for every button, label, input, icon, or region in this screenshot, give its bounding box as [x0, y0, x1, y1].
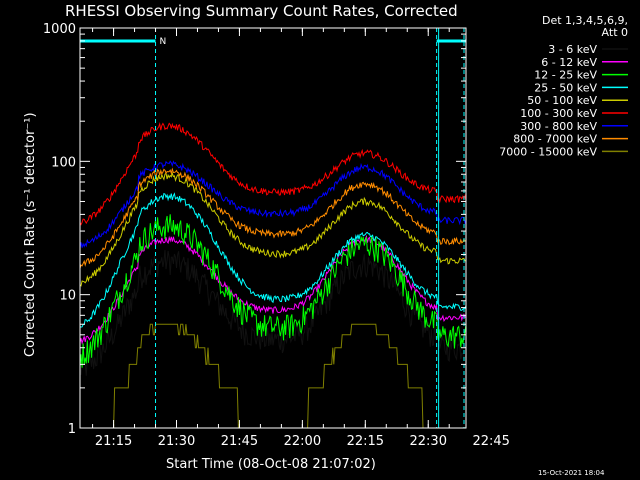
x-tick-label-5: 22:30	[410, 434, 447, 449]
flag-label: N	[160, 37, 167, 47]
x-tick-label-3: 22:00	[284, 434, 321, 449]
series-line-8	[80, 323, 466, 428]
series-line-5	[80, 122, 466, 226]
series-line-3	[80, 192, 466, 328]
legend-label-7: 800 - 7000 keV	[513, 133, 597, 146]
legend-header-2: Att 0	[602, 26, 628, 39]
x-tick-label-0: 21:15	[95, 434, 132, 449]
x-tick-label-4: 22:15	[347, 434, 384, 449]
legend-label-8: 7000 - 15000 keV	[499, 145, 597, 158]
legend-label-2: 12 - 25 keV	[534, 69, 597, 82]
y-axis-label: Corrected Count Rate (s⁻¹ detector⁻¹)	[23, 112, 38, 357]
series-line-1	[80, 234, 466, 345]
footer-timestamp: 15-Oct-2021 18:04	[538, 469, 605, 477]
series-group	[80, 122, 466, 428]
y-tick-label-3: 1000	[43, 22, 76, 37]
x-tick-label-6: 22:45	[472, 434, 509, 449]
x-tick-label-2: 21:45	[221, 434, 258, 449]
legend-label-4: 50 - 100 keV	[527, 94, 597, 107]
chart-title: RHESSI Observing Summary Count Rates, Co…	[65, 2, 458, 20]
y-tick-label-1: 10	[59, 289, 76, 304]
series-line-6	[80, 160, 466, 248]
legend-label-1: 6 - 12 keV	[541, 56, 597, 69]
series-line-0	[80, 250, 466, 376]
legend-label-0: 3 - 6 keV	[548, 43, 597, 56]
y-tick-label-0: 1	[68, 422, 76, 437]
series-line-4	[80, 171, 466, 287]
series-line-2	[80, 214, 466, 368]
legend-label-5: 100 - 300 keV	[520, 107, 597, 120]
y-tick-label-2: 100	[51, 155, 76, 170]
x-tick-label-1: 21:30	[158, 434, 195, 449]
plot-frame	[79, 27, 467, 429]
legend-header-1: Det 1,3,4,5,6,9,	[542, 14, 628, 27]
legend-label-3: 25 - 50 keV	[534, 81, 597, 94]
x-axis-label: Start Time (08-Oct-08 21:07:02)	[166, 457, 376, 472]
series-line-7	[80, 167, 466, 269]
legend-label-6: 300 - 800 keV	[520, 120, 597, 133]
